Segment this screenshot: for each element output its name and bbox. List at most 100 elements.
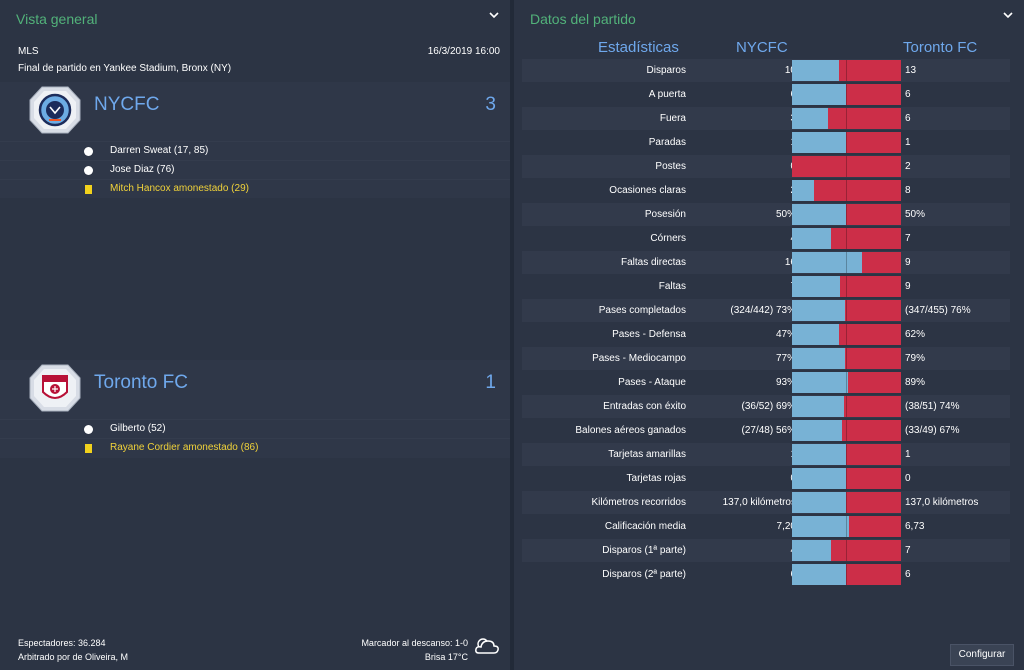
- stat-home-value: 93%: [775, 377, 796, 388]
- away-team-score: 1: [485, 372, 496, 393]
- away-bar: [792, 156, 901, 177]
- event-text[interactable]: Darren Sweat (17, 85): [110, 145, 209, 156]
- stat-home-value: 137,0 kilómetros: [722, 497, 796, 508]
- stat-row: Paradas11: [522, 131, 1010, 154]
- stat-comparison-bar: [792, 108, 901, 129]
- stat-away-value: 6: [905, 113, 911, 124]
- stat-label: Faltas directas: [620, 257, 686, 268]
- stat-row: Postes02: [522, 155, 1010, 178]
- stat-label: Disparos (1ª parte): [602, 545, 686, 556]
- away-bar: [846, 204, 901, 225]
- stat-row: Córners47: [522, 227, 1010, 250]
- stat-comparison-bar: [792, 396, 901, 417]
- stat-away-value: 13: [905, 65, 917, 76]
- event-row: Darren Sweat (17, 85): [0, 141, 510, 160]
- stat-label: Pases - Mediocampo: [592, 353, 686, 364]
- stat-comparison-bar: [792, 300, 901, 321]
- bar-midline: [846, 252, 847, 273]
- home-team-header: NYCFC 3: [0, 82, 510, 138]
- bar-midline: [846, 372, 847, 393]
- stat-away-value: 7: [905, 233, 911, 244]
- away-bar: [849, 516, 901, 537]
- away-bar: [840, 276, 901, 297]
- stat-comparison-bar: [792, 492, 901, 513]
- stat-away-value: (347/455) 76%: [905, 305, 971, 316]
- event-text[interactable]: Gilberto (52): [110, 423, 166, 434]
- away-bar: [814, 180, 901, 201]
- stat-comparison-bar: [792, 420, 901, 441]
- stat-label: Disparos (2ª parte): [602, 569, 686, 580]
- stat-away-value: 9: [905, 257, 911, 268]
- event-text[interactable]: Mitch Hancox amonestado (29): [110, 183, 249, 194]
- away-bar: [846, 132, 901, 153]
- stat-away-value: (33/49) 67%: [905, 425, 960, 436]
- bar-midline: [846, 276, 847, 297]
- away-team-header: Toronto FC 1: [0, 360, 510, 416]
- panel-title: Datos del partido: [530, 11, 636, 27]
- stats-header: Estadísticas: [598, 39, 679, 56]
- bar-midline: [846, 204, 847, 225]
- away-team-name[interactable]: Toronto FC: [94, 372, 188, 393]
- bar-midline: [846, 300, 847, 321]
- home-bar: [792, 276, 840, 297]
- home-bar: [792, 324, 839, 345]
- stat-away-value: 1: [905, 449, 911, 460]
- stat-comparison-bar: [792, 324, 901, 345]
- stat-label: Pases - Defensa: [612, 329, 686, 340]
- halftime-score: Marcador al descanso: 1-0: [361, 638, 468, 648]
- stat-away-value: 6,73: [905, 521, 925, 532]
- stat-row: Calificación media 7,20 6,73: [522, 515, 1010, 538]
- home-team-header[interactable]: NYCFC: [736, 39, 788, 56]
- stat-row: Tarjetas amarillas11: [522, 443, 1010, 466]
- stat-comparison-bar: [792, 444, 901, 465]
- away-bar: [846, 468, 901, 489]
- bar-midline: [846, 444, 847, 465]
- stat-away-value: 89%: [905, 377, 926, 388]
- home-team-name[interactable]: NYCFC: [94, 94, 160, 115]
- stat-away-value: 79%: [905, 353, 926, 364]
- bar-midline: [846, 516, 847, 537]
- stat-home-value: 50%: [775, 209, 796, 220]
- stat-comparison-bar: [792, 132, 901, 153]
- stat-row: Kilómetros recorridos 137,0 kilómetros 137…: [522, 491, 1010, 514]
- away-bar: [831, 228, 901, 249]
- stat-comparison-bar: [792, 252, 901, 273]
- away-bar: [845, 348, 901, 369]
- stat-label: Disparos: [646, 65, 686, 76]
- event-text[interactable]: Rayane Cordier amonestado (86): [110, 442, 259, 453]
- bar-midline: [846, 348, 847, 369]
- stat-label: Balones aéreos ganados: [575, 425, 686, 436]
- event-text[interactable]: Jose Diaz (76): [110, 164, 175, 175]
- away-bar: [828, 108, 901, 129]
- referee[interactable]: Arbitrado por de Oliveira, M: [18, 652, 129, 662]
- stat-comparison-bar: [792, 372, 901, 393]
- home-bar: [792, 444, 847, 465]
- stat-comparison-bar: [792, 564, 901, 585]
- stat-away-value: 6: [905, 89, 911, 100]
- stat-row: Pases - Mediocampo 77% 79%: [522, 347, 1010, 370]
- stat-label: Paradas: [648, 137, 686, 148]
- competition-name: MLS: [18, 46, 39, 57]
- away-bar: [842, 420, 901, 441]
- home-team-score: 3: [485, 94, 496, 115]
- nycfc-badge-icon[interactable]: [28, 84, 82, 136]
- chevron-down-icon[interactable]: [488, 10, 500, 20]
- bar-midline: [846, 228, 847, 249]
- configure-button[interactable]: Configurar: [950, 644, 1014, 666]
- toronto-fc-badge-icon[interactable]: [28, 362, 82, 414]
- stat-comparison-bar: [792, 540, 901, 561]
- home-bar: [792, 180, 814, 201]
- away-team-header[interactable]: Toronto FC: [903, 39, 978, 56]
- chevron-down-icon[interactable]: [1002, 10, 1014, 20]
- stat-label: Pases - Ataque: [618, 377, 686, 388]
- home-bar: [792, 468, 847, 489]
- overview-panel: Vista general MLS 16/3/2019 16:00 Final …: [0, 0, 510, 670]
- away-bar: [846, 564, 901, 585]
- match-datetime: 16/3/2019 16:00: [427, 46, 500, 57]
- stat-row: Faltas directas 16 9: [522, 251, 1010, 274]
- away-team-block: Toronto FC 1 Gilberto (52) Rayane Cordie…: [0, 360, 510, 458]
- stat-label: Calificación media: [604, 521, 686, 532]
- stat-row: Disparos 10 13: [522, 59, 1010, 82]
- stat-comparison-bar: [792, 228, 901, 249]
- stat-comparison-bar: [792, 276, 901, 297]
